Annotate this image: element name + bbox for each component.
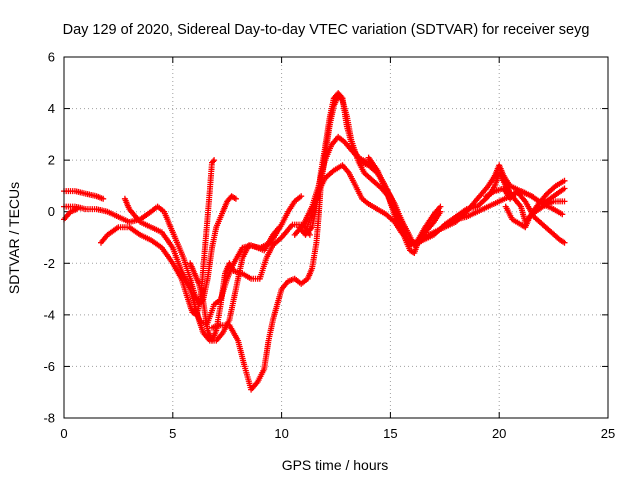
- data-series: [191, 224, 283, 326]
- y-tick-label: -6: [43, 359, 55, 374]
- x-tick-label: 5: [169, 426, 176, 441]
- plot-frame: [63, 56, 609, 419]
- y-tick-label: -4: [43, 307, 55, 322]
- data-point: [561, 177, 568, 184]
- data-point: [211, 157, 218, 164]
- y-axis-label: SDTVAR / TECUs: [6, 182, 22, 294]
- y-tick-label: -8: [43, 411, 55, 426]
- data-point: [210, 158, 217, 165]
- data-series: [61, 193, 239, 308]
- series-line: [124, 195, 302, 342]
- data-point: [298, 193, 305, 200]
- data-series: [61, 188, 107, 202]
- data-point: [561, 239, 568, 246]
- data-point: [561, 198, 568, 205]
- data-point: [74, 206, 81, 213]
- plot-area: [61, 90, 568, 393]
- data-point: [232, 195, 239, 202]
- data-point: [338, 94, 345, 100]
- data-point: [437, 203, 444, 210]
- data-series: [483, 185, 568, 246]
- chart-title: Day 129 of 2020, Sidereal Day-to-day VTE…: [63, 22, 590, 38]
- x-axis-label: GPS time / hours: [282, 457, 389, 473]
- y-tick-label: 0: [48, 204, 55, 219]
- x-tick-label: 0: [60, 426, 67, 441]
- data-point: [559, 211, 566, 218]
- y-tick-label: 4: [48, 101, 55, 116]
- series-line: [100, 159, 215, 316]
- data-point: [276, 224, 283, 231]
- data-series: [291, 133, 444, 249]
- y-tick-label: 6: [48, 50, 55, 65]
- x-tick-label: 25: [601, 426, 615, 441]
- x-tick-label: 10: [274, 426, 288, 441]
- y-tick-label: 2: [48, 153, 55, 168]
- y-tick-label: -2: [43, 256, 55, 271]
- x-tick-label: 20: [492, 426, 506, 441]
- data-point: [100, 195, 107, 202]
- data-series: [441, 185, 568, 228]
- data-series: [61, 206, 81, 223]
- data-series: [502, 177, 568, 231]
- x-tick-label: 15: [383, 426, 397, 441]
- data-point: [561, 185, 568, 192]
